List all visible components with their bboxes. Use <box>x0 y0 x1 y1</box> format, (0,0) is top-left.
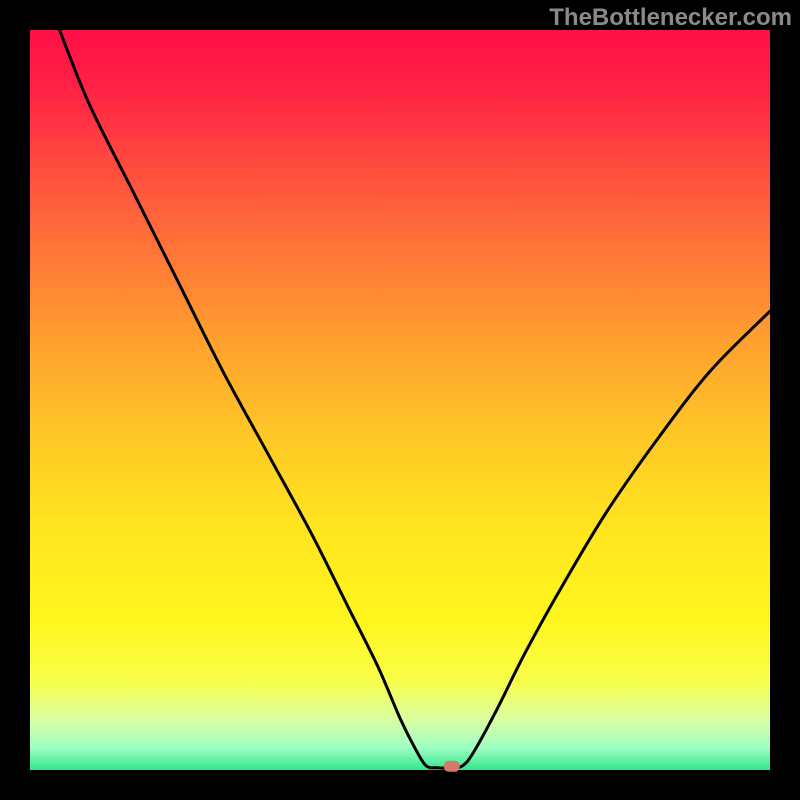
plot-background <box>30 30 770 770</box>
watermark-text: TheBottlenecker.com <box>549 4 792 32</box>
bottleneck-chart <box>0 0 800 800</box>
chart-container: TheBottlenecker.com <box>0 0 800 800</box>
minimum-marker <box>444 761 460 772</box>
